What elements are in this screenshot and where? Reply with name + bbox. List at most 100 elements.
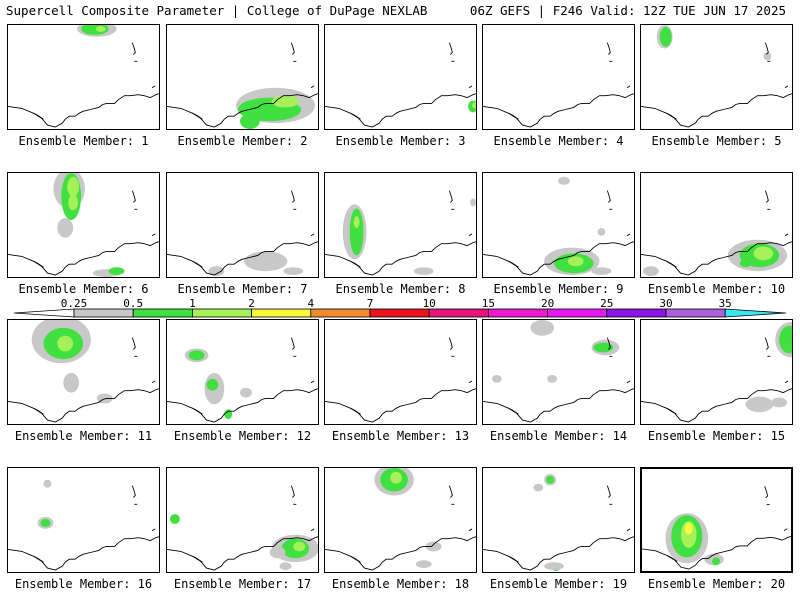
island-outline: [468, 85, 473, 89]
coastline: [641, 241, 792, 276]
coastline: [642, 535, 791, 570]
island-outline: [151, 528, 156, 532]
scp-contour-fill: [67, 176, 80, 197]
scp-contour-fill: [40, 519, 51, 527]
scp-contour-fill: [240, 113, 260, 129]
map-canvas: [167, 42, 318, 129]
scp-contour-fill: [567, 256, 584, 267]
colorbar-tick-label: 25: [600, 297, 614, 310]
ensemble-member-map-4[interactable]: [482, 24, 635, 130]
ensemble-member-map-15[interactable]: [640, 319, 793, 425]
scp-contour-fill: [771, 397, 788, 408]
ensemble-member-label: Ensemble Member: 12: [173, 429, 312, 443]
ensemble-member-map-20[interactable]: [640, 467, 793, 573]
island-outline: [626, 380, 631, 384]
island-outline: [151, 380, 156, 384]
ensemble-member-map-5[interactable]: [640, 24, 793, 130]
ensemble-member-map-16[interactable]: [7, 467, 160, 573]
ensemble-member-map-7[interactable]: [166, 172, 319, 278]
rio-grande-border: [350, 407, 361, 415]
colorbar-tick-label: 0.25: [60, 297, 88, 310]
map-canvas: [641, 190, 792, 277]
scp-contour-fill: [68, 194, 79, 211]
colorbar-segment: [606, 308, 667, 318]
ensemble-member-map-18[interactable]: [324, 467, 477, 573]
map-canvas: [167, 190, 318, 277]
map-canvas: [641, 321, 792, 423]
rio-grande-border: [666, 260, 677, 268]
map-canvas: [483, 473, 634, 572]
scp-contour-fill: [188, 350, 205, 361]
coastline: [325, 388, 476, 423]
scp-contour-fill: [349, 208, 364, 256]
rio-grande-border: [508, 260, 519, 268]
scp-contour-fill: [293, 541, 306, 552]
island-outline: [784, 380, 789, 384]
rio-grande-border: [666, 112, 677, 120]
ensemble-member-map-12[interactable]: [166, 319, 319, 425]
island-outline: [310, 528, 315, 532]
colorbar-tick-label: 20: [540, 297, 555, 310]
scp-contour-fill: [472, 102, 476, 109]
ensemble-member-label: Ensemble Member: 6: [18, 282, 149, 296]
ensemble-member-map-19[interactable]: [482, 467, 635, 573]
colorbar-segment: [428, 308, 489, 318]
ensemble-member-map-9[interactable]: [482, 172, 635, 278]
scp-contour-fill: [558, 176, 570, 185]
ensemble-member-map-6[interactable]: [7, 172, 160, 278]
colorbar-tick-label: 7: [366, 297, 374, 310]
rio-grande-border: [33, 260, 44, 268]
island-outline: [290, 190, 295, 203]
map-canvas: [8, 479, 159, 571]
ensemble-member-map-11[interactable]: [7, 319, 160, 425]
ensemble-member-map-10[interactable]: [640, 172, 793, 278]
colorbar-tick-label: 15: [481, 297, 496, 310]
scp-contour-fill: [544, 562, 564, 571]
map-canvas: [8, 173, 159, 277]
island-outline: [764, 42, 769, 55]
ensemble-member-map-14[interactable]: [482, 319, 635, 425]
island-outline: [131, 190, 136, 203]
scp-contour-fill: [680, 520, 697, 548]
island-outline: [468, 528, 473, 532]
ensemble-member-label: Ensemble Member: 15: [647, 429, 786, 443]
ensemble-member-label: Ensemble Member: 7: [177, 282, 308, 296]
scp-contour-fill: [279, 562, 292, 571]
colorbar-segment: [665, 308, 726, 318]
scp-contour-fill: [57, 335, 74, 352]
map-canvas: [483, 320, 634, 423]
scp-contour-fill: [390, 471, 402, 484]
island-outline: [606, 485, 611, 498]
island-outline: [606, 190, 611, 203]
scp-contour-fill: [642, 266, 659, 277]
ensemble-member-label: Ensemble Member: 11: [14, 429, 153, 443]
ensemble-member-map-1[interactable]: [7, 24, 160, 130]
island-outline: [468, 233, 473, 237]
rio-grande-border: [350, 260, 361, 268]
ensemble-member-label: Ensemble Member: 10: [647, 282, 786, 296]
scp-contour-fill: [283, 267, 304, 276]
island-outline: [606, 337, 611, 350]
rio-grande-border: [192, 260, 203, 268]
island-outline: [764, 190, 769, 203]
island-outline: [310, 380, 315, 384]
ensemble-member-map-8[interactable]: [324, 172, 477, 278]
colorbar-segment: [73, 308, 134, 318]
coastline: [641, 93, 792, 128]
coastline: [641, 388, 792, 423]
coastline: [8, 536, 159, 571]
ensemble-member-map-2[interactable]: [166, 24, 319, 130]
island-outline: [448, 337, 453, 350]
map-canvas: [325, 468, 476, 571]
island-outline: [290, 337, 295, 350]
coastline: [167, 241, 318, 276]
scp-contour-fill: [208, 266, 225, 277]
ensemble-member-map-13[interactable]: [324, 319, 477, 425]
island-outline: [784, 85, 789, 89]
map-canvas: [325, 190, 476, 276]
colorbar-segment: [369, 308, 430, 318]
ensemble-member-label: Ensemble Member: 8: [335, 282, 466, 296]
ensemble-member-map-3[interactable]: [324, 24, 477, 130]
ensemble-member-map-17[interactable]: [166, 467, 319, 573]
ensemble-member-label: Ensemble Member: 9: [493, 282, 624, 296]
